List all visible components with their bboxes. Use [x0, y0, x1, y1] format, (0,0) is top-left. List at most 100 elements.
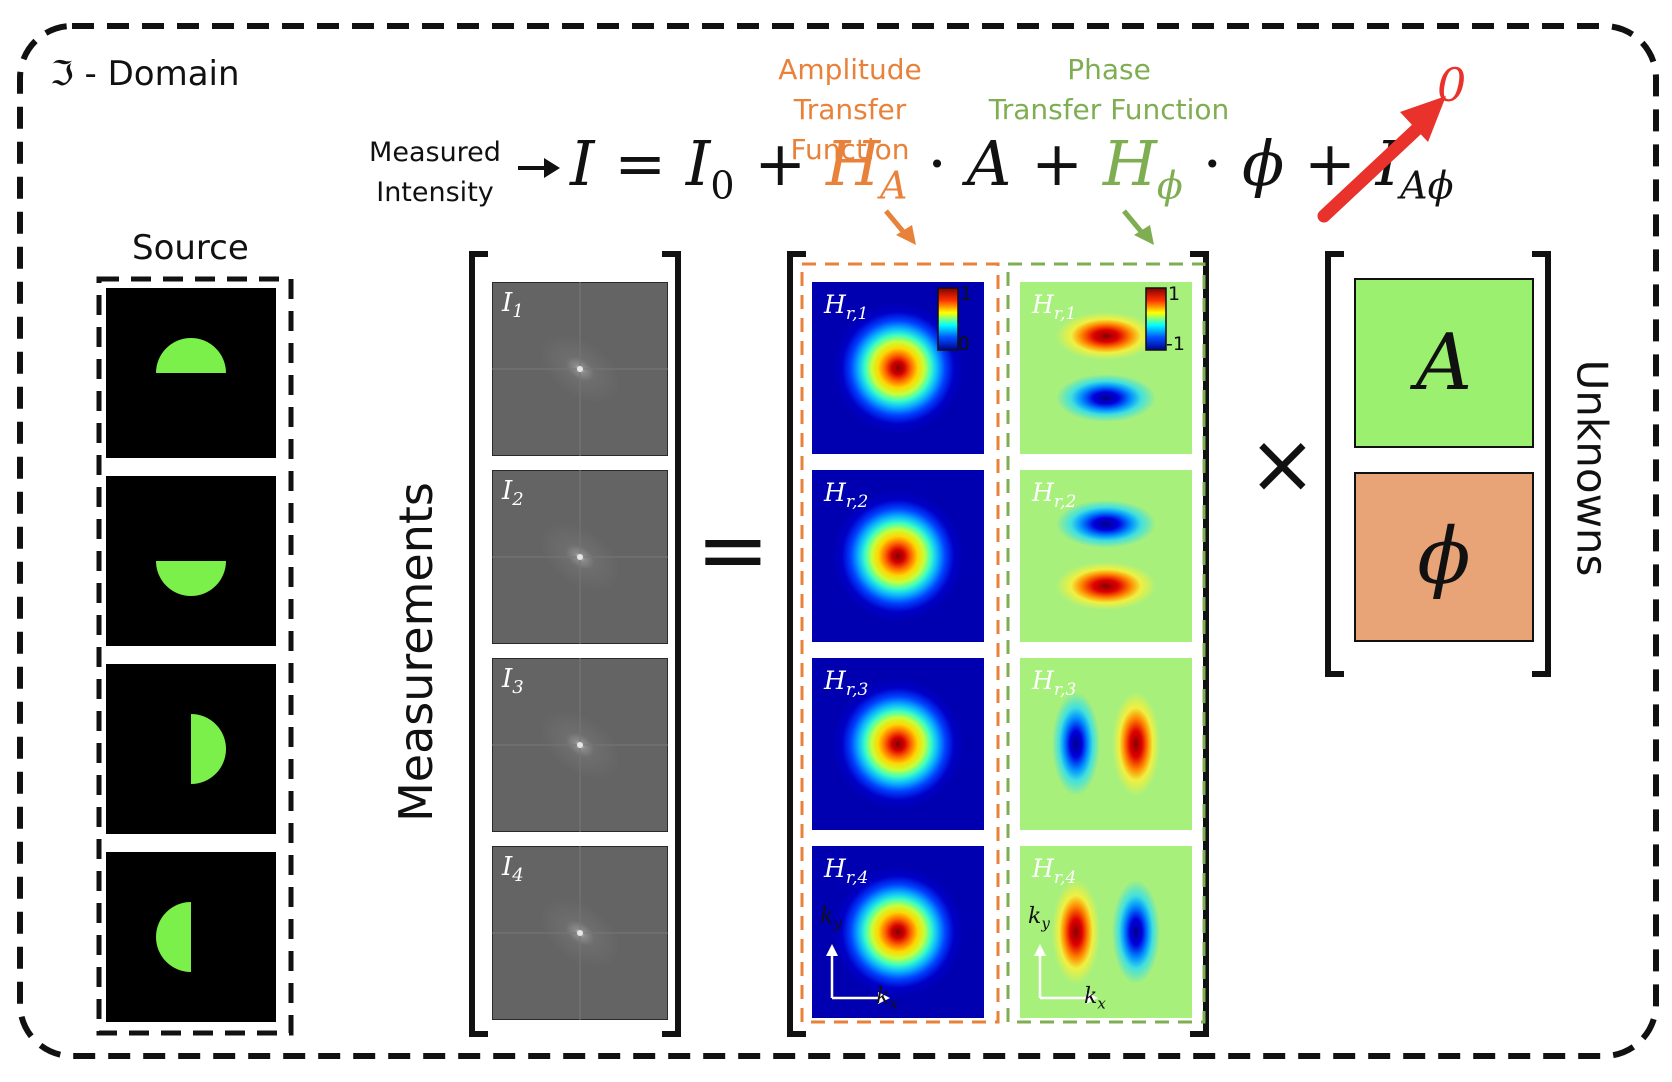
- eq-plus-2: +: [1031, 127, 1084, 200]
- unknown-A-box: A: [1354, 278, 1534, 448]
- eq-A: A: [966, 127, 1012, 200]
- source-pupil-panel: [106, 288, 276, 458]
- eq-HA-sub: A: [880, 163, 908, 208]
- tf-panel-label: Hr,1: [824, 290, 869, 324]
- amplitude-spot: [832, 866, 964, 998]
- eq-HA: H: [825, 127, 881, 200]
- kspace-axes-icon: [826, 944, 890, 1004]
- colorbar-tick-label: 0: [958, 333, 971, 355]
- phase-tf-line1: Phase: [1067, 53, 1151, 86]
- source-half-circle: [156, 338, 226, 373]
- phase-tf-panel: Hr,2: [1020, 470, 1192, 642]
- tf-panel-label: Hr,3: [824, 666, 869, 700]
- tf-panel-label: Hr,4: [1032, 854, 1077, 888]
- source-half-circle: [156, 902, 191, 972]
- measurements-axis-label: Measurements: [389, 482, 443, 822]
- phase-negative-lobe: [1056, 500, 1156, 548]
- phase-tf-frame: [1006, 262, 1206, 1024]
- measurement-image: I4: [491, 845, 669, 1021]
- phase-tf-line2: Transfer Function: [988, 93, 1230, 126]
- measurement-image: I1: [491, 281, 669, 457]
- amplitude-tf-frame: [800, 262, 1000, 1024]
- colorbar: [937, 287, 959, 351]
- kspace-axes-icon: [1034, 944, 1098, 1004]
- eq-I: I: [570, 127, 595, 200]
- eq-dot-2: ·: [1202, 127, 1223, 200]
- phase-negative-lobe: [1056, 374, 1156, 422]
- eq-equals: =: [614, 127, 667, 200]
- phase-negative-lobe: [1052, 692, 1100, 796]
- equals-sign: =: [696, 498, 770, 601]
- ky-label: ky: [820, 904, 842, 933]
- amplitude-tf-line2: Transfer Function: [790, 93, 910, 166]
- ky-label: ky: [1028, 904, 1050, 933]
- tf-panel-label: Hr,1: [1032, 290, 1077, 324]
- measured-intensity-label: Measured Intensity: [364, 133, 506, 213]
- kx-label: kx: [1084, 984, 1106, 1013]
- measurement-image: I3: [491, 657, 669, 833]
- measurement-label: I1: [502, 288, 524, 323]
- eq-phi: ϕ: [1241, 127, 1285, 200]
- phase-positive-lobe: [1052, 880, 1100, 984]
- amplitude-pointer-icon: [884, 209, 916, 245]
- tf-panel-label: Hr,2: [1032, 478, 1077, 512]
- colorbar-tick-label: -1: [1166, 333, 1185, 355]
- tf-panel-label: Hr,2: [824, 478, 869, 512]
- phase-negative-lobe: [1112, 880, 1160, 984]
- phase-tf-panel: Hr,3: [1020, 658, 1192, 830]
- source-half-circle: [191, 714, 226, 784]
- zero-label: 0: [1437, 58, 1467, 112]
- phase-tf-panel: Hr,4: [1020, 846, 1192, 1018]
- phase-tf-label: Phase Transfer Function: [984, 50, 1234, 130]
- unknowns-brackets: [1325, 251, 1551, 677]
- measurement-label: I4: [502, 852, 524, 887]
- source-frame: [96, 276, 294, 1036]
- phase-positive-lobe: [1056, 312, 1156, 360]
- eq-I0-sub: 0: [710, 163, 735, 208]
- source-pupil-panel: [106, 664, 276, 834]
- amplitude-tf-panel: Hr,4: [812, 846, 984, 1018]
- tf-panel-label: Hr,4: [824, 854, 869, 888]
- unknown-phi-box: ϕ: [1354, 472, 1534, 642]
- zero-arrow-icon: [1317, 96, 1446, 223]
- colorbar-tick-label: 1: [960, 283, 973, 305]
- kx-label: kx: [876, 984, 898, 1013]
- tf-brackets: [787, 251, 1209, 1037]
- measurements-brackets: [469, 251, 681, 1037]
- amplitude-tf-panel: Hr,2: [812, 470, 984, 642]
- amplitude-spot: [832, 490, 964, 622]
- intensity-equation: I = I0 + HA · A + Hϕ · ϕ + IAϕ: [570, 127, 1453, 207]
- eq-dot-1: ·: [927, 127, 947, 200]
- eq-plus-1: +: [754, 127, 807, 200]
- phase-positive-lobe: [1112, 692, 1160, 796]
- amplitude-tf-label: Amplitude Transfer Function: [730, 50, 970, 170]
- amplitude-spot: [832, 678, 964, 810]
- source-pupil-panel: [106, 852, 276, 1022]
- phase-tf-panel: Hr,1: [1020, 282, 1192, 454]
- phase-positive-lobe: [1056, 562, 1156, 610]
- amplitude-tf-line1: Amplitude: [778, 53, 922, 86]
- source-half-circle: [156, 561, 226, 596]
- tf-panel-label: Hr,3: [1032, 666, 1077, 700]
- measurement-label: I3: [502, 664, 524, 699]
- unknowns-label: Unknowns: [1567, 359, 1617, 577]
- unknown-phi-label: ϕ: [1417, 512, 1471, 602]
- amplitude-tf-panel: Hr,3: [812, 658, 984, 830]
- phase-pointer-icon: [1122, 209, 1154, 245]
- measurement-label: I2: [502, 476, 524, 511]
- measured-label-line1: Measured: [369, 137, 501, 168]
- colorbar: [1145, 287, 1167, 351]
- measured-label-line2: Intensity: [376, 177, 494, 208]
- measurement-image: I2: [491, 469, 669, 645]
- unknown-A-label: A: [1415, 318, 1473, 408]
- eq-I0: I: [685, 127, 711, 200]
- amplitude-spot: [832, 302, 964, 434]
- domain-title: ℑ - Domain: [50, 54, 240, 94]
- eq-Hphi-sub: ϕ: [1156, 163, 1183, 208]
- source-label: Source: [132, 228, 249, 268]
- times-sign: ×: [1248, 417, 1317, 512]
- eq-Hphi: H: [1102, 127, 1157, 200]
- amplitude-tf-panel: Hr,1: [812, 282, 984, 454]
- measured-arrow-icon: [518, 158, 560, 178]
